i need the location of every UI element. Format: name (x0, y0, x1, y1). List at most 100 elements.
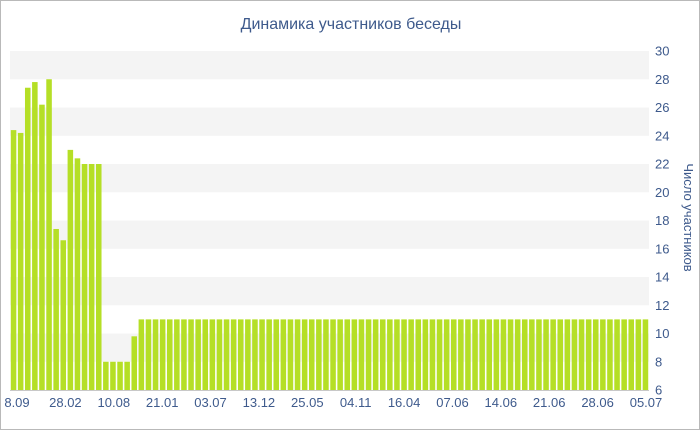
grid-band (10, 164, 649, 193)
bar (323, 319, 329, 391)
bar (145, 319, 152, 391)
bar (585, 319, 592, 391)
bar (117, 361, 123, 390)
bar (344, 319, 351, 391)
y-tick-label: 8 (655, 354, 662, 369)
bar (358, 319, 365, 391)
bar (408, 319, 414, 391)
bar (46, 79, 52, 390)
bar (60, 240, 67, 390)
bar (529, 319, 535, 391)
bar (39, 104, 45, 391)
bar (415, 319, 422, 391)
x-tick-label: 13.12 (243, 395, 276, 410)
bar (486, 319, 493, 391)
bar (223, 319, 230, 391)
bar (174, 319, 180, 391)
grid-band (10, 107, 649, 136)
bar (237, 319, 244, 391)
bar (621, 319, 627, 391)
grid-band (10, 277, 649, 306)
y-tick-label: 22 (655, 157, 669, 172)
bar (458, 319, 464, 391)
x-tick-label: 28.06 (581, 395, 614, 410)
bar (628, 319, 635, 391)
y-tick-label: 20 (655, 185, 669, 200)
x-tick-label: 16.04 (388, 395, 421, 410)
bar (557, 319, 564, 391)
bar (280, 319, 287, 391)
bar (436, 319, 443, 391)
bar (394, 319, 400, 391)
bar (138, 319, 145, 391)
x-axis-ticks: 8.09 28.02 10.08 21.01 03.07 13.12 25.05 04.11 1… (4, 395, 662, 410)
bar (124, 361, 130, 390)
bar (429, 319, 436, 391)
y-tick-label: 12 (655, 298, 669, 313)
x-tick-label: 21.01 (146, 395, 179, 410)
bar (266, 319, 272, 391)
y-tick-label: 28 (655, 72, 669, 87)
bar (32, 82, 38, 390)
x-tick-label: 25.05 (291, 395, 324, 410)
bar (521, 319, 528, 391)
chart-title: Динамика участников беседы (241, 16, 462, 33)
bar (642, 319, 649, 391)
bar-series (10, 79, 649, 391)
x-tick-label: 07.06 (436, 395, 469, 410)
x-tick-label: 03.07 (194, 395, 227, 410)
bar (507, 319, 514, 391)
bar (401, 319, 407, 391)
bar (443, 319, 450, 391)
bar (10, 130, 17, 390)
bar (330, 319, 336, 391)
bar (351, 319, 358, 391)
bar (493, 319, 500, 391)
bar (152, 319, 159, 391)
bar (500, 319, 507, 391)
bar (465, 319, 471, 391)
bar (216, 319, 223, 391)
bar (67, 149, 74, 391)
bar (450, 319, 457, 391)
bar (600, 319, 606, 391)
bar (230, 319, 237, 391)
y-tick-label: 16 (655, 241, 669, 256)
bar (287, 319, 294, 391)
bar (308, 319, 315, 391)
bar (209, 319, 216, 391)
bar (53, 228, 59, 390)
bar (195, 319, 201, 391)
x-tick-label: 8.09 (4, 395, 29, 410)
bar (607, 319, 613, 391)
grid-band (10, 333, 649, 362)
bar (294, 319, 301, 391)
bar (181, 319, 187, 391)
bar (110, 361, 116, 390)
bar (74, 158, 81, 390)
bar (337, 319, 343, 391)
bar (95, 164, 102, 390)
bar (365, 319, 372, 391)
bar (159, 319, 166, 391)
bar (578, 319, 585, 391)
x-tick-label: 04.11 (340, 395, 372, 410)
grid-bands (10, 51, 649, 362)
x-tick-label: 21.06 (533, 395, 566, 410)
bar (301, 319, 308, 391)
bar (81, 164, 88, 390)
bar (273, 319, 280, 391)
x-tick-label: 05.07 (630, 395, 663, 410)
y-tick-label: 30 (655, 44, 669, 59)
x-tick-label: 14.06 (485, 395, 518, 410)
bar (166, 319, 173, 391)
y-tick-label: 14 (655, 270, 669, 285)
bar (316, 319, 322, 391)
bar (514, 319, 521, 391)
bar (17, 132, 24, 390)
bar (564, 319, 571, 391)
bar (252, 319, 258, 391)
bar (188, 319, 194, 391)
x-tick-label: 28.02 (49, 395, 82, 410)
